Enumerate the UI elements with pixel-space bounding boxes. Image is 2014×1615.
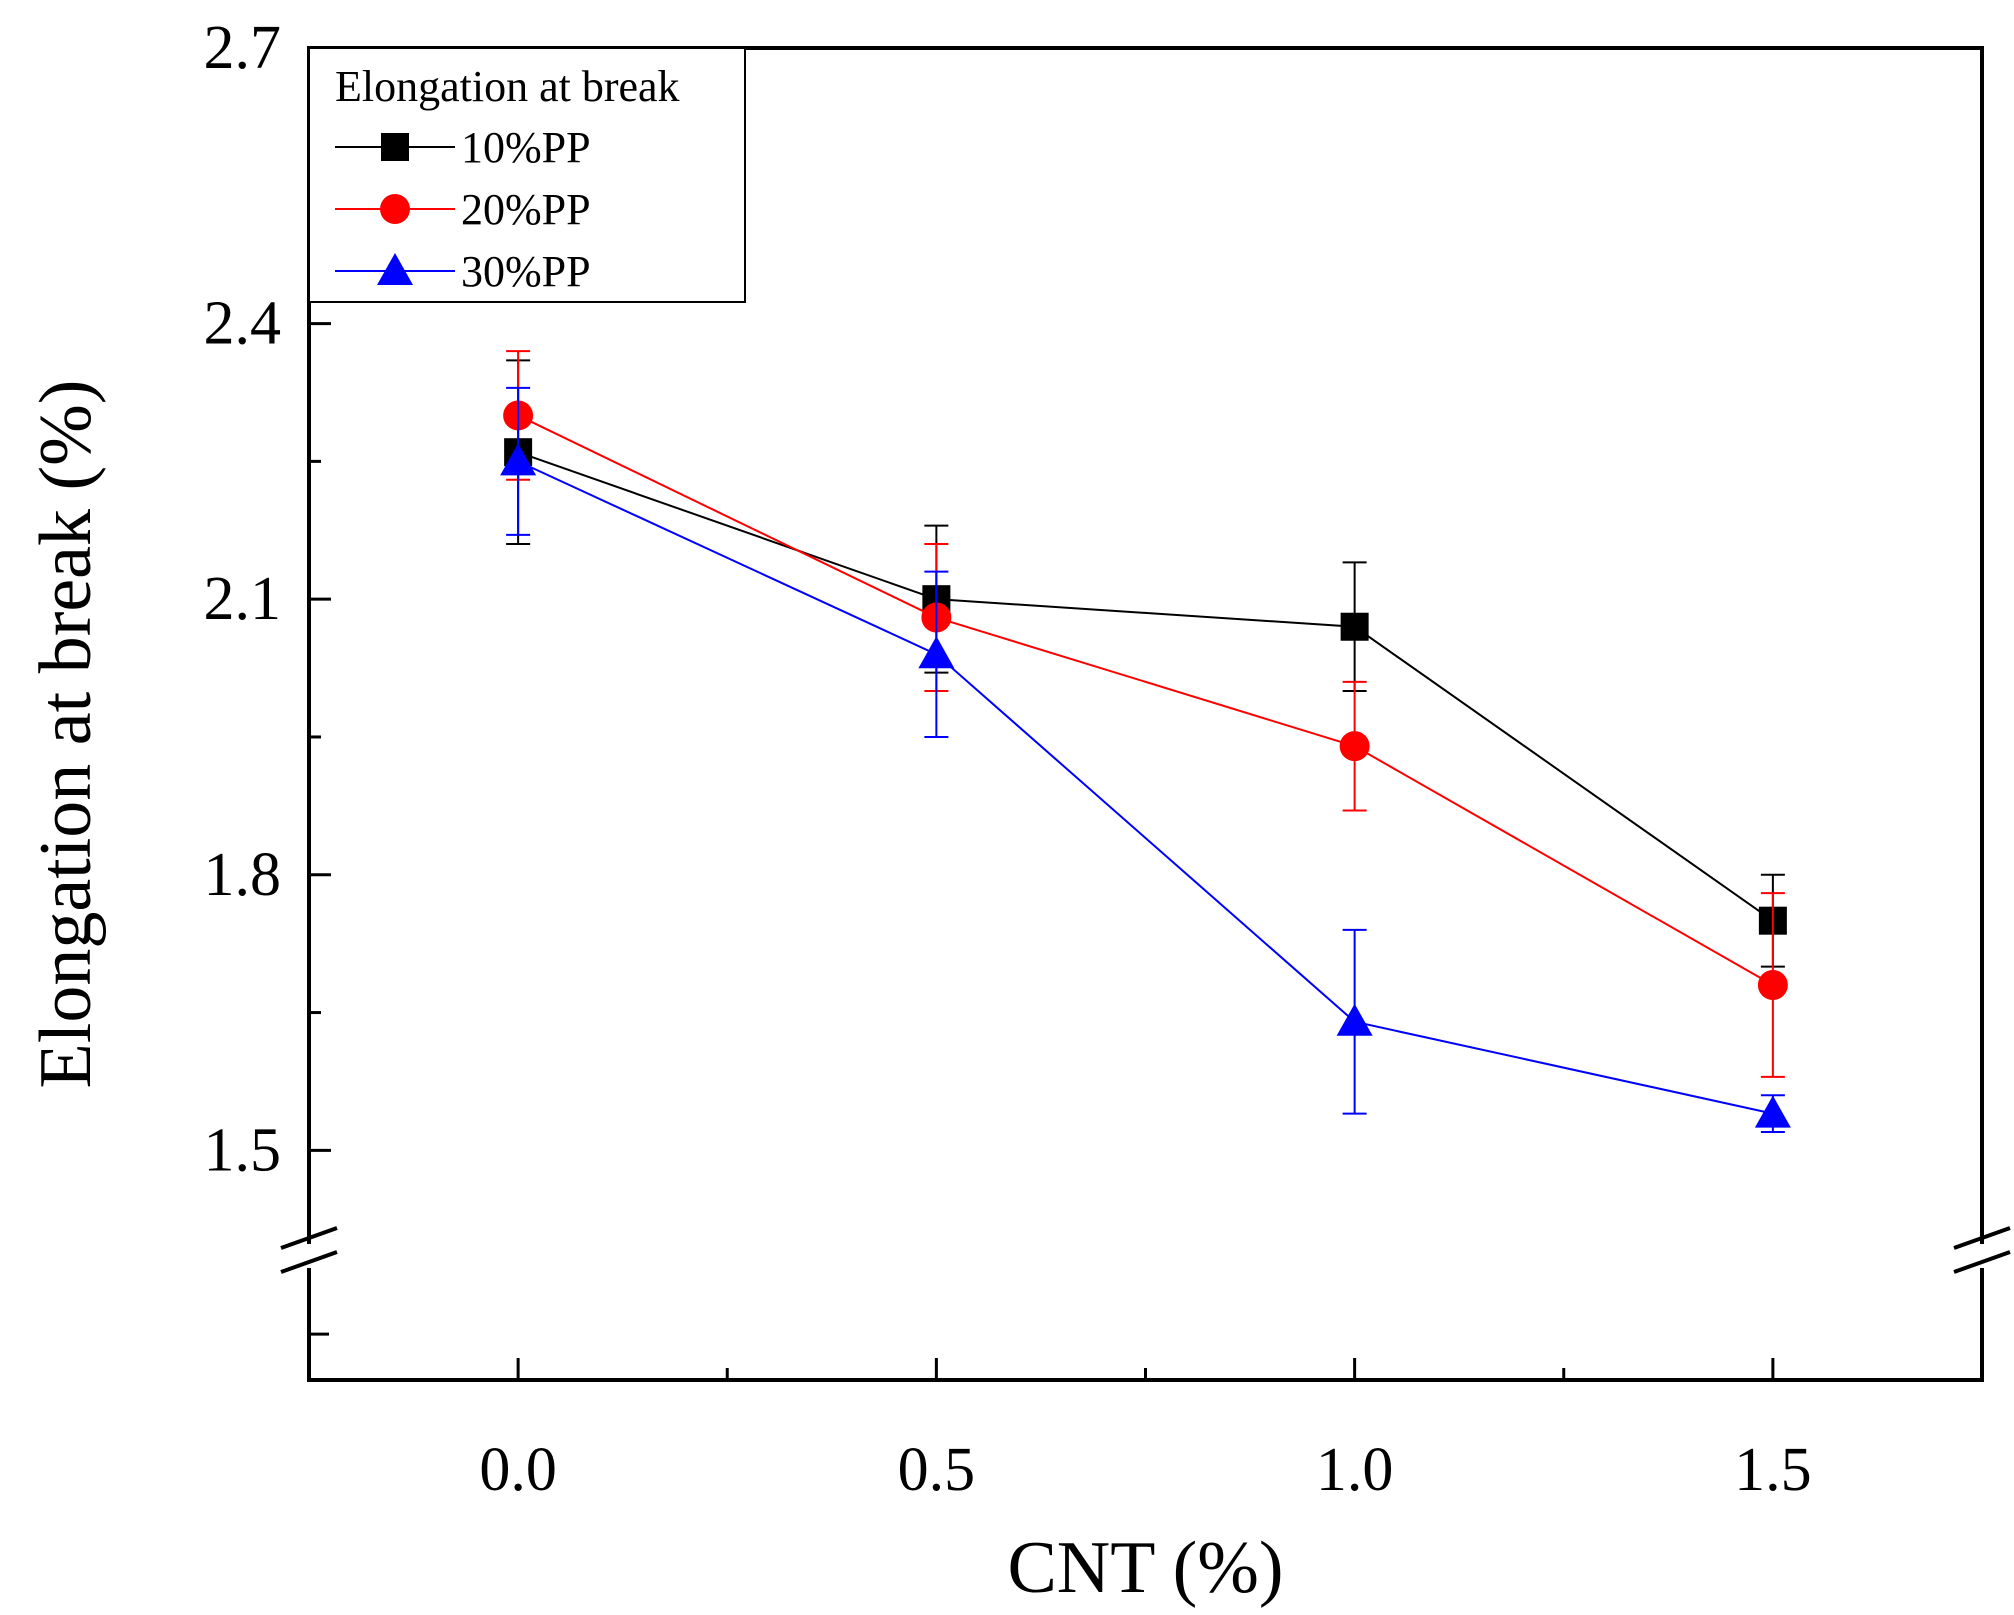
y-tick-label: 2.7 — [204, 14, 282, 82]
legend-entry: 30%PP — [335, 247, 591, 296]
axis-break-mark — [1953, 1250, 2011, 1274]
axis-break — [280, 1226, 2011, 1274]
legend-marker — [380, 194, 410, 224]
legend-box — [308, 47, 746, 303]
x-tick-label: 0.0 — [479, 1436, 557, 1504]
plot-frame — [307, 46, 1984, 1382]
tick-labels: 0.0 0.5 1.0 1.5 1.5 1.8 2.1 2.4 2.7 — [204, 14, 1812, 1504]
axis-break-mark — [1953, 1226, 2011, 1250]
series-30%PP — [500, 386, 1791, 1133]
data-point — [1340, 612, 1369, 641]
data-point — [918, 636, 955, 669]
y-tick-label: 2.4 — [204, 290, 282, 358]
legend-label: 30%PP — [461, 247, 591, 296]
x-tick-label: 1.0 — [1316, 1436, 1394, 1504]
y-tick-label: 1.5 — [204, 1116, 282, 1184]
legend-marker — [381, 133, 409, 161]
series-10%PP — [504, 359, 1787, 968]
legend: Elongation at break 10%PP 20%PP 30%PP — [308, 47, 746, 303]
data-point — [500, 443, 537, 476]
series-line — [517, 460, 1774, 1115]
y-tick-label: 2.1 — [204, 565, 282, 633]
y-axis-title: Elongation at break (%) — [25, 380, 107, 1089]
x-tick-label: 1.5 — [1734, 1436, 1812, 1504]
axis-break-mark — [280, 1250, 338, 1274]
series-20%PP — [503, 350, 1788, 1078]
legend-marker — [377, 253, 413, 285]
series-line — [517, 414, 1774, 986]
legend-entry: 20%PP — [335, 185, 591, 234]
data-point — [1336, 1003, 1373, 1036]
data-point — [1754, 1095, 1791, 1128]
legend-entry: 10%PP — [335, 123, 591, 172]
legend-label: 10%PP — [461, 123, 591, 172]
data-point — [1757, 969, 1788, 1000]
axis-break-mark — [280, 1226, 338, 1250]
legend-title: Elongation at break — [335, 62, 680, 111]
data-point — [1339, 731, 1370, 762]
y-tick-label: 1.8 — [204, 841, 282, 909]
x-axis-title: CNT (%) — [1007, 1527, 1283, 1609]
series-layer — [500, 350, 1791, 1133]
legend-label: 20%PP — [461, 185, 591, 234]
x-tick-label: 0.5 — [898, 1436, 976, 1504]
series-line — [517, 451, 1774, 922]
legend-entries: 10%PP 20%PP 30%PP — [335, 123, 591, 296]
